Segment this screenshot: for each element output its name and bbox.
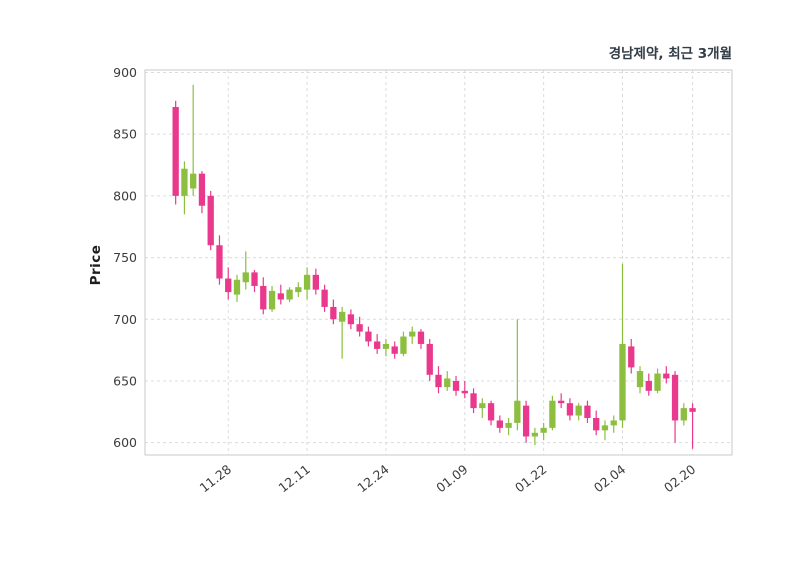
svg-text:650: 650 <box>113 373 137 388</box>
svg-text:01.09: 01.09 <box>433 462 470 496</box>
svg-text:02.20: 02.20 <box>661 462 698 496</box>
svg-text:02.04: 02.04 <box>591 462 628 496</box>
svg-text:900: 900 <box>113 65 137 80</box>
svg-text:12.11: 12.11 <box>275 462 312 496</box>
svg-text:850: 850 <box>113 127 137 142</box>
chart-title: 경남제약, 최근 3개월 <box>608 46 732 62</box>
svg-text:700: 700 <box>113 312 137 327</box>
svg-text:750: 750 <box>113 250 137 265</box>
y-axis-label: Price <box>88 244 104 286</box>
svg-text:11.28: 11.28 <box>197 462 234 496</box>
svg-text:12.24: 12.24 <box>354 462 391 496</box>
svg-text:01.22: 01.22 <box>512 462 549 496</box>
svg-text:800: 800 <box>113 188 137 203</box>
svg-text:600: 600 <box>113 435 137 450</box>
